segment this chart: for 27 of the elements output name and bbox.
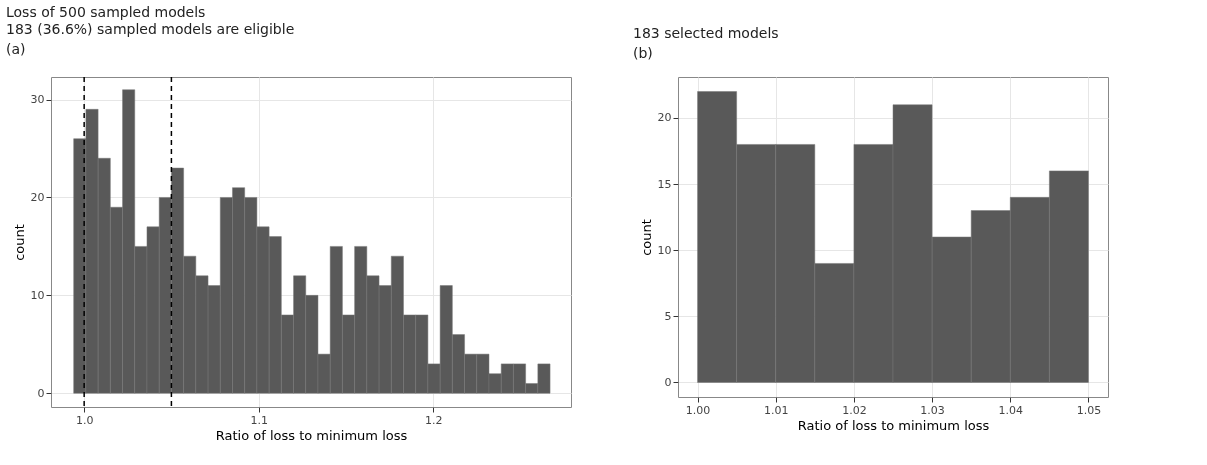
x-tick-label: 1.00 (685, 403, 711, 417)
chart-subtitle: 183 (36.6%) sampled models are eligible (6, 21, 295, 37)
x-tick-label: 1.05 (1076, 403, 1102, 417)
text: (b) (633, 45, 653, 61)
y-tick-label: 10 (657, 243, 672, 257)
x-tick-label: 1.1 (250, 413, 268, 427)
y-tick-label: 0 (37, 386, 45, 400)
x-axis-title: Ratio of loss to minimum loss (797, 417, 990, 433)
y-axis-title: count (11, 224, 27, 261)
y-tick-label: 20 (657, 111, 672, 125)
y-tick-label: 10 (30, 288, 45, 302)
text: (a) (6, 41, 26, 57)
chart-title: Loss of 500 sampled models (6, 4, 206, 20)
x-axis-title: Ratio of loss to minimum loss (215, 427, 408, 443)
y-tick-label: 15 (657, 177, 672, 191)
chart-title: 183 selected models (633, 25, 779, 41)
x-tick-label: 1.01 (763, 403, 789, 417)
y-axis-title: count (638, 219, 654, 256)
y-tick-label: 20 (30, 190, 45, 204)
y-tick-label: 30 (30, 93, 45, 107)
x-tick-label: 1.03 (920, 403, 945, 417)
x-tick-label: 1.2 (424, 413, 443, 427)
y-tick-label: 0 (664, 375, 672, 389)
x-tick-label: 1.0 (75, 413, 94, 427)
y-tick-label: 5 (664, 309, 672, 323)
x-tick-label: 1.04 (998, 403, 1024, 417)
x-tick-label: 1.02 (842, 403, 867, 417)
